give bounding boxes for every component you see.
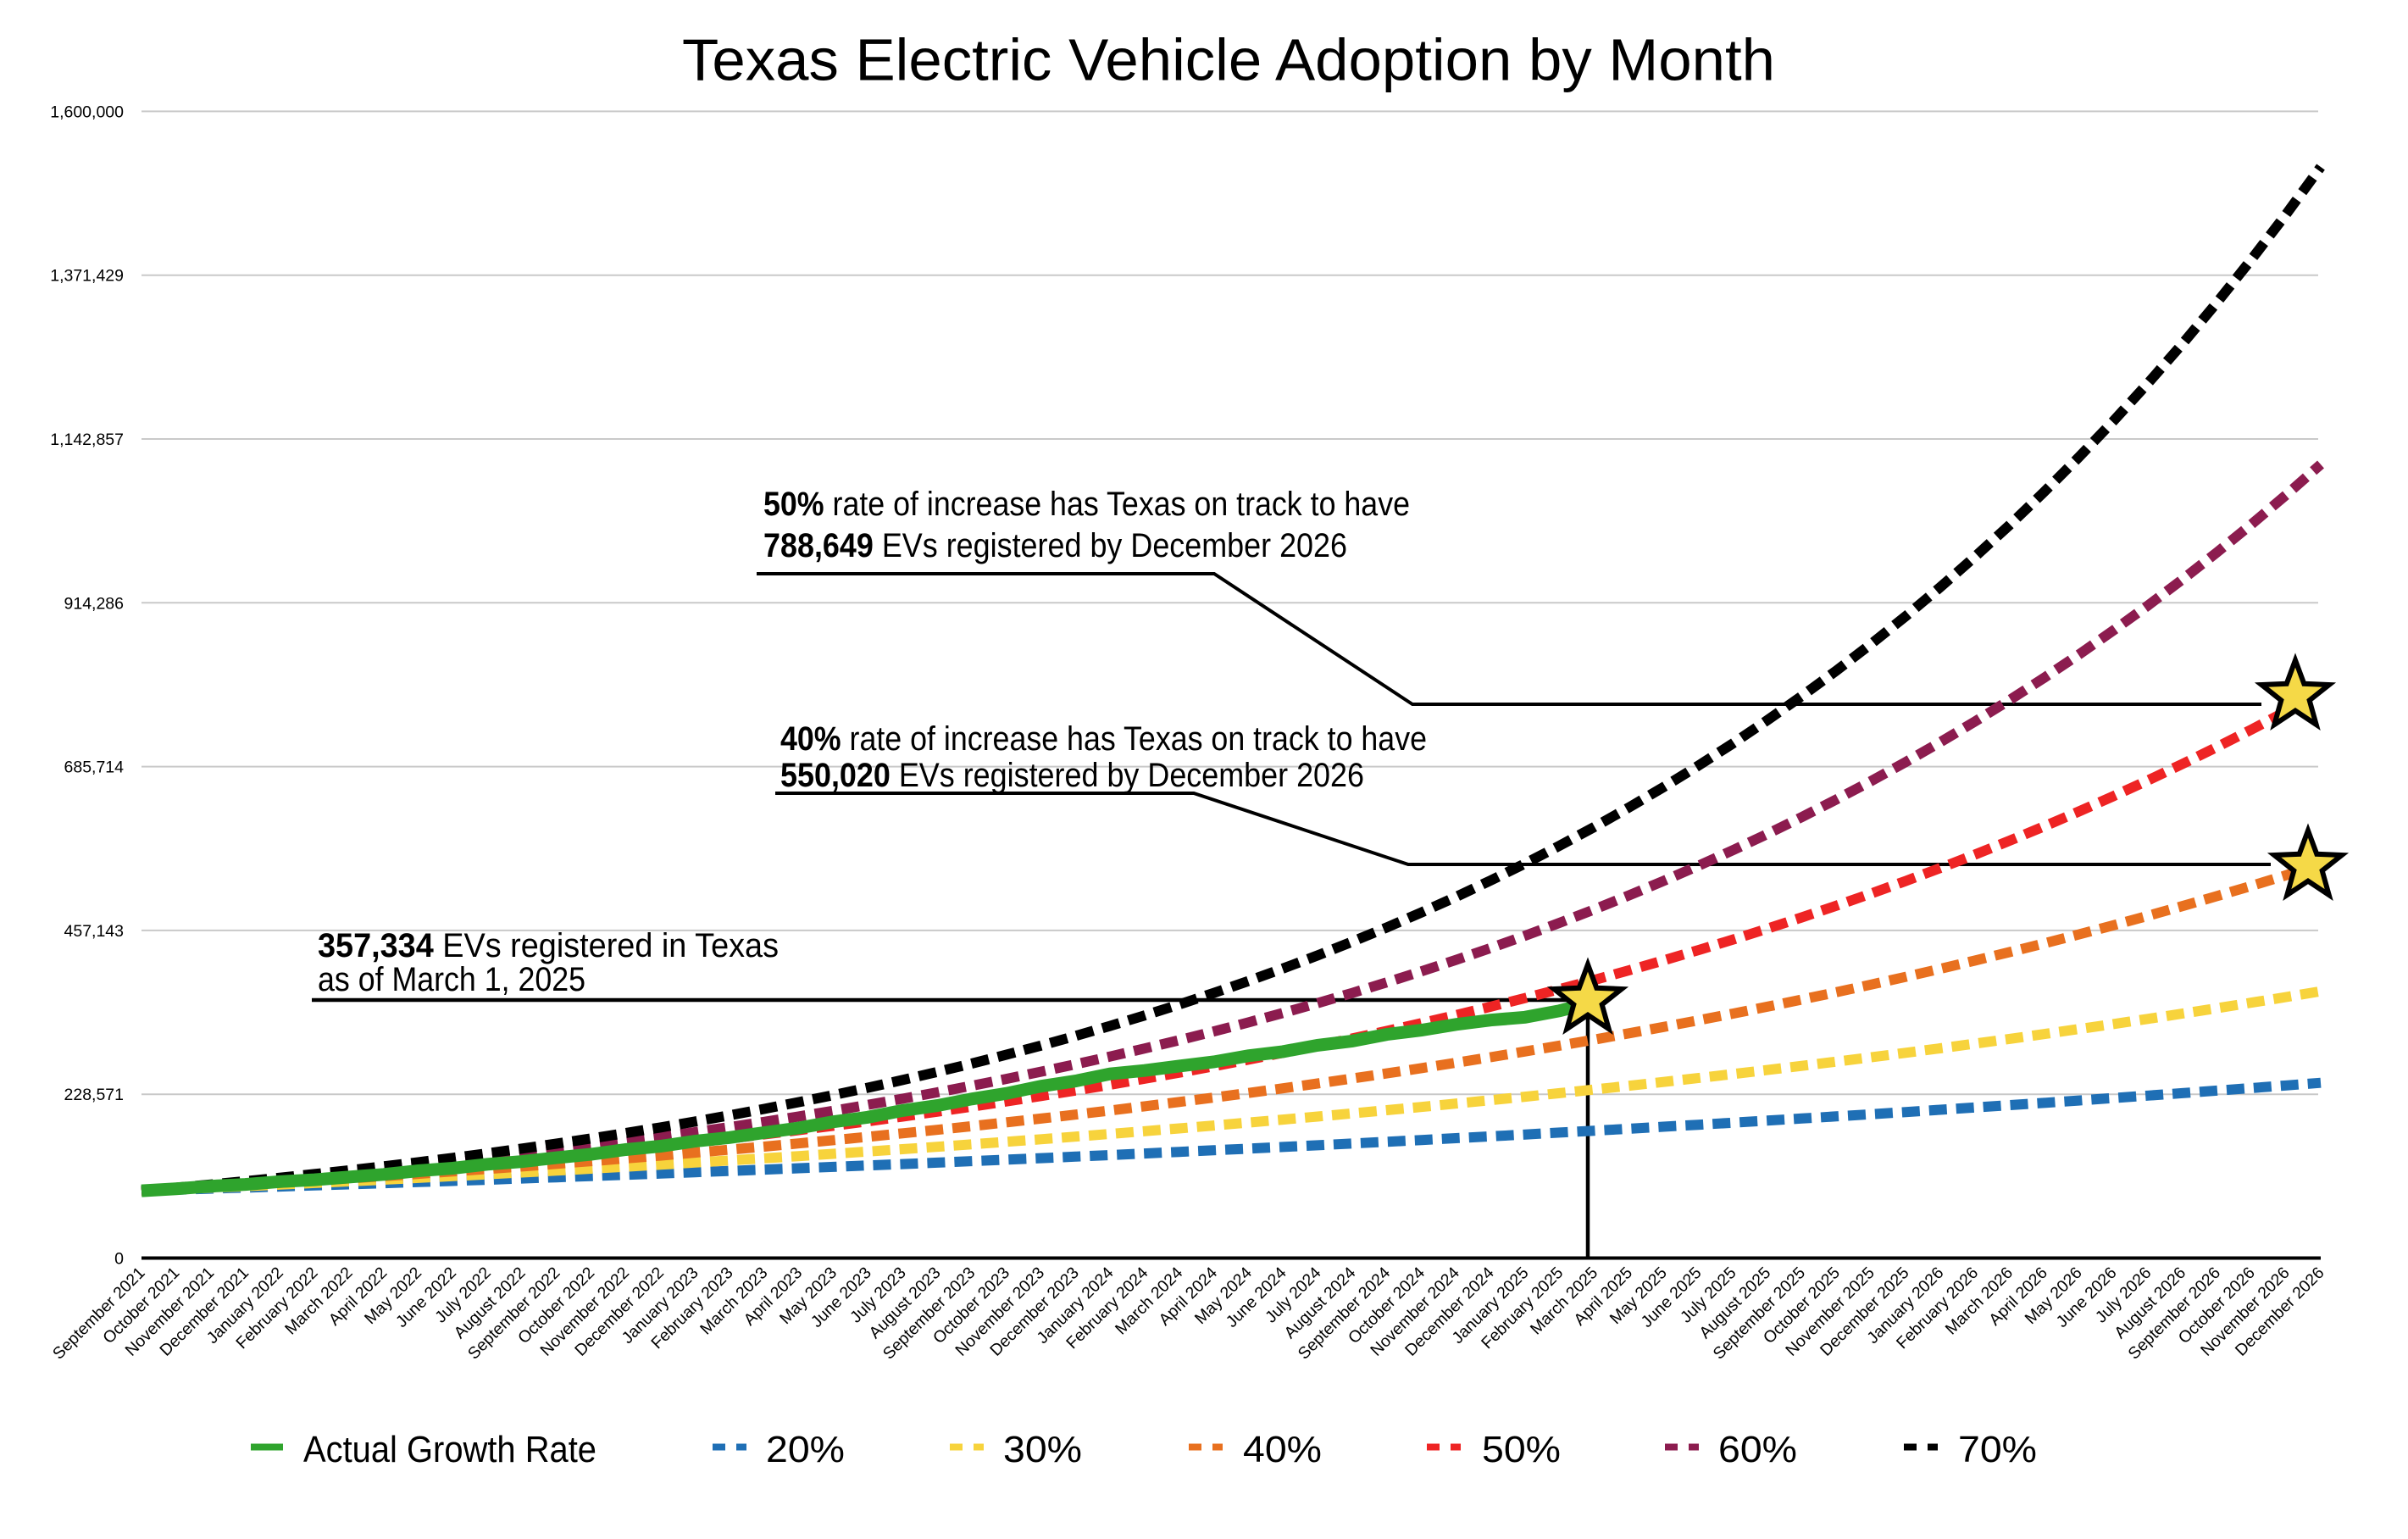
svg-text:550,020 EVs registered by Dece: 550,020 EVs registered by December 2026	[780, 757, 1364, 794]
svg-text:914,286: 914,286	[64, 594, 125, 613]
svg-text:357,334 EVs registered in Texa: 357,334 EVs registered in Texas	[318, 927, 779, 964]
svg-text:60%: 60%	[1718, 1429, 1797, 1470]
svg-text:50%: 50%	[1482, 1429, 1561, 1470]
svg-text:Texas Electric Vehicle Adoptio: Texas Electric Vehicle Adoption by Month	[682, 27, 1775, 93]
svg-text:40% rate of increase has Texas: 40% rate of increase has Texas on track …	[780, 720, 1427, 758]
svg-text:Actual Growth Rate: Actual Growth Rate	[303, 1429, 596, 1470]
svg-text:457,143: 457,143	[64, 922, 125, 941]
svg-text:685,714: 685,714	[64, 758, 125, 777]
svg-text:20%: 20%	[766, 1429, 845, 1470]
svg-text:as of March 1, 2025: as of March 1, 2025	[318, 961, 585, 998]
svg-text:0: 0	[114, 1250, 124, 1269]
svg-text:228,571: 228,571	[64, 1086, 125, 1104]
svg-text:40%: 40%	[1243, 1429, 1322, 1470]
svg-text:1,600,000: 1,600,000	[50, 103, 124, 121]
svg-text:1,142,857: 1,142,857	[50, 431, 124, 449]
svg-text:30%: 30%	[1003, 1429, 1082, 1470]
svg-text:70%: 70%	[1958, 1429, 2037, 1470]
svg-text:50% rate of increase has Texas: 50% rate of increase has Texas on track …	[763, 486, 1410, 523]
svg-text:788,649 EVs registered by Dece: 788,649 EVs registered by December 2026	[763, 527, 1347, 564]
svg-text:1,371,429: 1,371,429	[50, 267, 124, 286]
